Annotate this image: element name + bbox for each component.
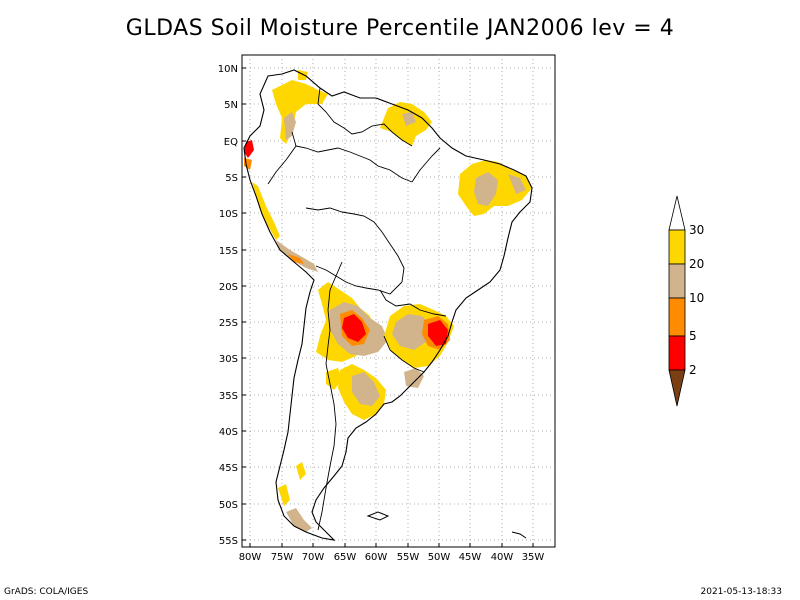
shade-yellow bbox=[296, 462, 306, 480]
shade-orange bbox=[288, 254, 304, 264]
longitude-labels: 80W 75W 70W 65W 60W 55W 50W 45W 40W 35W bbox=[239, 552, 545, 563]
shade-red bbox=[244, 140, 254, 158]
colorbar-label: 30 bbox=[689, 223, 704, 237]
colorbar-below-2 bbox=[668, 369, 686, 407]
lat-label: EQ bbox=[224, 137, 238, 148]
lon-label: 80W bbox=[239, 552, 262, 563]
colorbar-2-5 bbox=[668, 335, 686, 371]
lat-label: 5S bbox=[225, 173, 238, 184]
colorbar: 30 20 10 5 2 bbox=[668, 195, 704, 407]
colorbar-label: 20 bbox=[689, 257, 704, 271]
colorbar-10-20 bbox=[668, 263, 686, 299]
footer-credit: GrADS: COLA/IGES bbox=[4, 587, 89, 597]
shade-tan bbox=[402, 112, 416, 126]
shade-yellow bbox=[252, 182, 280, 240]
footer-timestamp: 2021-05-13-18:33 bbox=[700, 587, 783, 597]
lat-label: 45S bbox=[219, 463, 238, 474]
shade-tan bbox=[284, 112, 296, 140]
lat-label: 35S bbox=[219, 391, 238, 402]
south-georgia-bits bbox=[511, 531, 527, 539]
shade-tan bbox=[276, 240, 318, 272]
shaded-regions bbox=[244, 70, 532, 532]
lon-label: 35W bbox=[522, 552, 545, 563]
shade-tan bbox=[392, 314, 432, 350]
colorbar-above-30 bbox=[668, 195, 686, 231]
map-title: GLDAS Soil Moisture Percentile JAN2006 l… bbox=[125, 16, 675, 41]
shade-red bbox=[342, 314, 366, 342]
lat-label: 5N bbox=[224, 100, 238, 111]
lon-label: 55W bbox=[397, 552, 420, 563]
colorbar-label: 2 bbox=[689, 363, 697, 377]
shade-tan bbox=[404, 368, 424, 388]
colorbar-label: 10 bbox=[689, 291, 704, 305]
lat-label: 10N bbox=[218, 64, 238, 75]
lon-label: 65W bbox=[334, 552, 357, 563]
shade-red bbox=[428, 320, 448, 346]
shade-tan bbox=[508, 174, 526, 194]
lon-label: 75W bbox=[271, 552, 294, 563]
lat-label: 25S bbox=[219, 318, 238, 329]
colorbar-20-30 bbox=[668, 229, 686, 265]
colorbar-5-10 bbox=[668, 297, 686, 337]
country-borders bbox=[267, 87, 447, 531]
grid-lines bbox=[242, 55, 555, 547]
shade-tan bbox=[352, 372, 380, 406]
lon-label: 40W bbox=[491, 552, 514, 563]
lon-label: 45W bbox=[459, 552, 482, 563]
lon-label: 50W bbox=[428, 552, 451, 563]
falkland-islands bbox=[366, 511, 390, 521]
shade-tan bbox=[474, 172, 498, 206]
lat-label: 30S bbox=[219, 354, 238, 365]
lon-label: 60W bbox=[365, 552, 388, 563]
lat-label: 15S bbox=[219, 246, 238, 257]
shade-tan bbox=[286, 508, 312, 532]
lat-label: 50S bbox=[219, 500, 238, 511]
lat-label: 40S bbox=[219, 427, 238, 438]
tick-marks bbox=[242, 67, 534, 547]
map-frame bbox=[241, 54, 556, 548]
colorbar-label: 5 bbox=[689, 329, 697, 343]
shade-yellow bbox=[278, 484, 290, 506]
latitude-labels: 10N 5N EQ 5S 10S 15S 20S 25S 30S 35S 40S… bbox=[218, 64, 238, 547]
coastline bbox=[243, 69, 533, 541]
lat-label: 20S bbox=[219, 282, 238, 293]
lat-label: 55S bbox=[219, 536, 238, 547]
lon-label: 70W bbox=[302, 552, 325, 563]
lat-label: 10S bbox=[219, 209, 238, 220]
